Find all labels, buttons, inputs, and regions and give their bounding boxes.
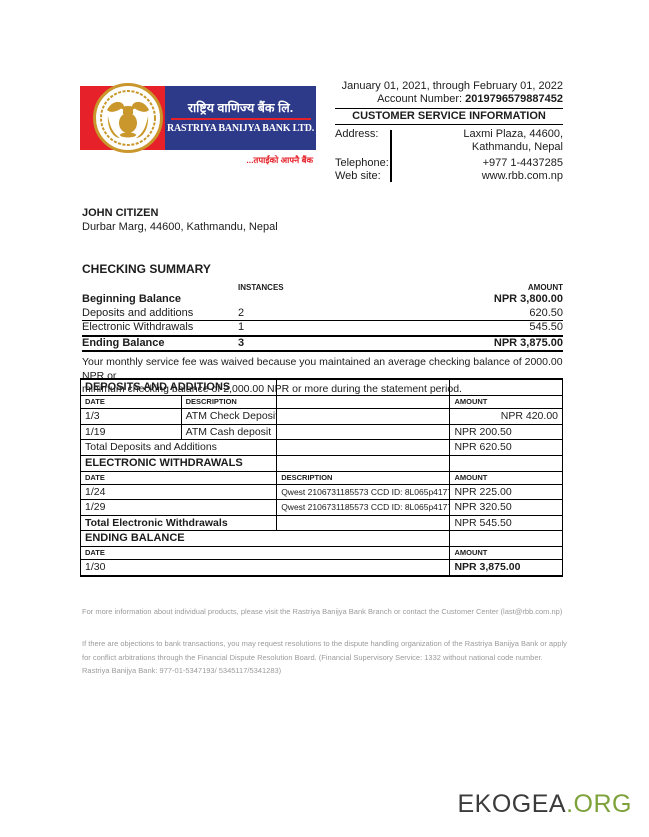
customer-name: JOHN CITIZEN [82,207,159,219]
deposits-total-label: Total Deposits and Additions [85,441,217,453]
summary-row-deposits: Deposits and additions 2 620.50 [82,307,563,321]
website-value: www.rbb.com.np [481,169,563,182]
deposit-row-2: 1/19 ATM Cash deposit NPR 200.50 [81,424,562,440]
footer-dispute-paragraph: If there are objections to bank transact… [82,639,567,675]
withdrawal-row-1: 1/24 Qwest 2106731185573 CCD ID: 8L065p4… [81,484,562,500]
telephone-value: +977 1-4437285 [482,157,563,169]
customer-address: Durbar Marg, 44600, Kathmandu, Nepal [82,221,278,233]
checking-summary-title: CHECKING SUMMARY [82,262,211,276]
ending-balance-column-headers: DATE AMOUNT [81,547,562,560]
transactions-table: DEPOSITS AND ADDITIONS DATE DESCRIPTION … [80,378,563,577]
withdrawal-row-2: 1/29 Qwest 2106731185573 CCD ID: 8L065p4… [81,500,562,516]
header-divider-bottom [335,124,563,125]
telephone-label: Telephone: [335,157,389,169]
ending-balance-date-header: DATE [85,548,105,557]
bank-logo-banner: राष्ट्रिय वाणिज्य बैंक लि. RASTRIYA BANI… [80,83,316,153]
account-number-label: Account Number: [377,93,463,105]
bank-emblem-svg [100,90,156,146]
ending-balance-title: ENDING BALANCE [85,532,185,544]
amount-column-header: AMOUNT [527,283,563,292]
header-divider-top [335,108,563,109]
address-line2: Kathmandu, Nepal [471,140,563,153]
withdrawals-title: ELECTRONIC WITHDRAWALS [85,456,243,469]
withdrawals-total-amount: NPR 545.50 [449,515,562,530]
checking-summary-section: CHECKING SUMMARY INSTANCES AMOUNT Beginn… [82,262,563,397]
footer-disclaimers: For more information about individual pr… [82,606,587,678]
bank-tagline: ...तपाईंको आफ्नै बैंक [246,155,313,165]
deposits-description-header: DESCRIPTION [180,396,277,408]
withdrawals-date-header: DATE [85,472,105,482]
ending-balance-section-header: ENDING BALANCE [81,531,562,547]
footer-line-1: For more information about individual pr… [82,607,563,616]
account-number-value: 2019796579887452 [465,93,563,105]
bank-name-nepali: राष्ट्रिय वाणिज्य बैंक लि. [187,101,294,115]
watermark-name: EKOGEA [457,790,567,818]
bank-name-english: RASTRIYA BANIJYA BANK LTD. [166,123,315,134]
bank-emblem-icon [93,83,163,153]
deposits-title: DEPOSITS AND ADDITIONS [85,381,231,393]
address-line1: Laxmi Plaza, 44600, [463,128,563,140]
telephone-row: Telephone: +977 1-4437285 [335,157,563,170]
withdrawals-total-row: Total Electronic Withdrawals NPR 545.50 [81,515,562,531]
watermark-tld: .ORG [566,790,632,818]
checking-summary-header-row: INSTANCES AMOUNT [82,282,563,293]
address-row: Address: Laxmi Plaza, 44600, [335,128,563,141]
statement-header: January 01, 2021, through February 01, 2… [335,80,563,182]
withdrawals-description-header: DESCRIPTION [276,471,449,484]
logo-blue-panel: राष्ट्रिय वाणिज्य बैंक लि. RASTRIYA BANI… [165,86,316,150]
bank-logo: राष्ट्रिय वाणिज्य बैंक लि. RASTRIYA BANI… [80,83,316,165]
summary-row-ending-balance: Ending Balance 3 NPR 3,875.00 [82,337,563,352]
website-row: Web site: www.rbb.com.np [335,170,563,183]
account-number-line: Account Number: 2019796579887452 [335,93,563,106]
logo-divider-line [170,118,311,120]
address-row2: Kathmandu, Nepal [335,141,563,154]
deposits-section-header: DEPOSITS AND ADDITIONS [81,380,562,396]
customer-service-vertical-divider [390,130,392,182]
summary-row-withdrawals: Electronic Withdrawals 1 545.50 [82,321,563,337]
website-label: Web site: [335,169,381,182]
summary-row-beginning-balance: Beginning Balance NPR 3,800.00 [82,293,563,305]
service-fee-note: Your monthly service fee was waived beca… [82,356,563,395]
withdrawals-section-header: ELECTRONIC WITHDRAWALS [81,455,562,472]
withdrawals-column-headers: DATE DESCRIPTION AMOUNT [81,471,562,485]
deposits-column-headers: DATE DESCRIPTION AMOUNT [81,396,562,409]
ekogea-watermark: EKOGEA.ORG [458,790,633,819]
ending-balance-row: 1/30 NPR 3,875.00 [81,560,562,575]
customer-service-title: CUSTOMER SERVICE INFORMATION [352,110,546,122]
ending-balance-amount-header: AMOUNT [449,547,562,559]
instances-column-header: INSTANCES [238,283,284,292]
deposits-total-row: Total Deposits and Additions NPR 620.50 [81,440,562,456]
customer-block: JOHN CITIZEN Durbar Marg, 44600, Kathman… [82,206,278,234]
deposit-row-1: 1/3 ATM Check Deposit NPR 420.00 [81,409,562,425]
withdrawals-amount-header: AMOUNT [449,471,562,484]
deposits-date-header: DATE [85,397,105,406]
withdrawals-total-label: Total Electronic Withdrawals [85,516,228,529]
address-label: Address: [335,128,379,140]
deposits-amount-header: AMOUNT [449,396,562,408]
deposits-total-amount: NPR 620.50 [449,440,562,455]
customer-service-rows: Address: Laxmi Plaza, 44600, Kathmandu, … [335,128,563,182]
statement-period: January 01, 2021, through February 01, 2… [341,80,563,92]
